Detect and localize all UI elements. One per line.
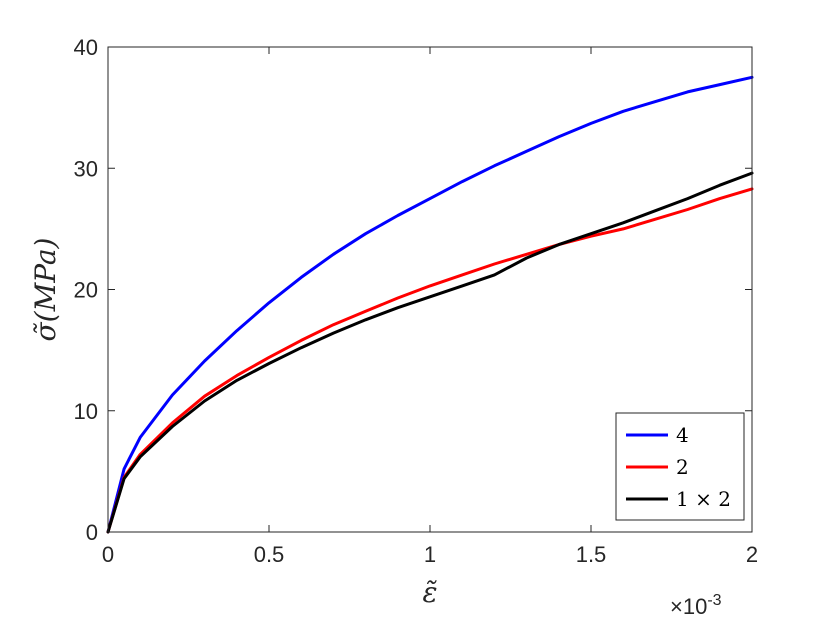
- x-axis-multiplier: ×10-3: [670, 592, 722, 619]
- legend: 4 2 1 × 2: [615, 412, 745, 521]
- series-line: [106, 75, 754, 534]
- y-axis-label: σ̃(MPa): [29, 238, 62, 342]
- y-tick-label: 40: [74, 35, 98, 60]
- series-layer: [106, 75, 754, 534]
- y-tick-label: 0: [86, 520, 98, 545]
- x-tick-label: 0: [102, 542, 114, 567]
- x-tick-label: 2: [746, 542, 758, 567]
- y-tick-label: 20: [74, 278, 98, 303]
- series-line: [106, 171, 754, 534]
- x-tick-label: 0.5: [254, 542, 285, 567]
- x-axis-label: ε̃: [422, 576, 437, 609]
- legend-label: 1 × 2: [676, 487, 731, 511]
- series-line: [106, 187, 754, 534]
- x-tick-label: 1: [424, 542, 436, 567]
- x-tick-label: 1.5: [576, 542, 607, 567]
- x-axis-multiplier-exponent: -3: [707, 592, 721, 609]
- y-tick-label: 30: [74, 156, 98, 181]
- x-axis-multiplier-base: ×10: [670, 594, 707, 619]
- y-tick-label: 10: [74, 399, 98, 424]
- legend-label: 4: [676, 423, 689, 447]
- legend-label: 2: [676, 455, 689, 479]
